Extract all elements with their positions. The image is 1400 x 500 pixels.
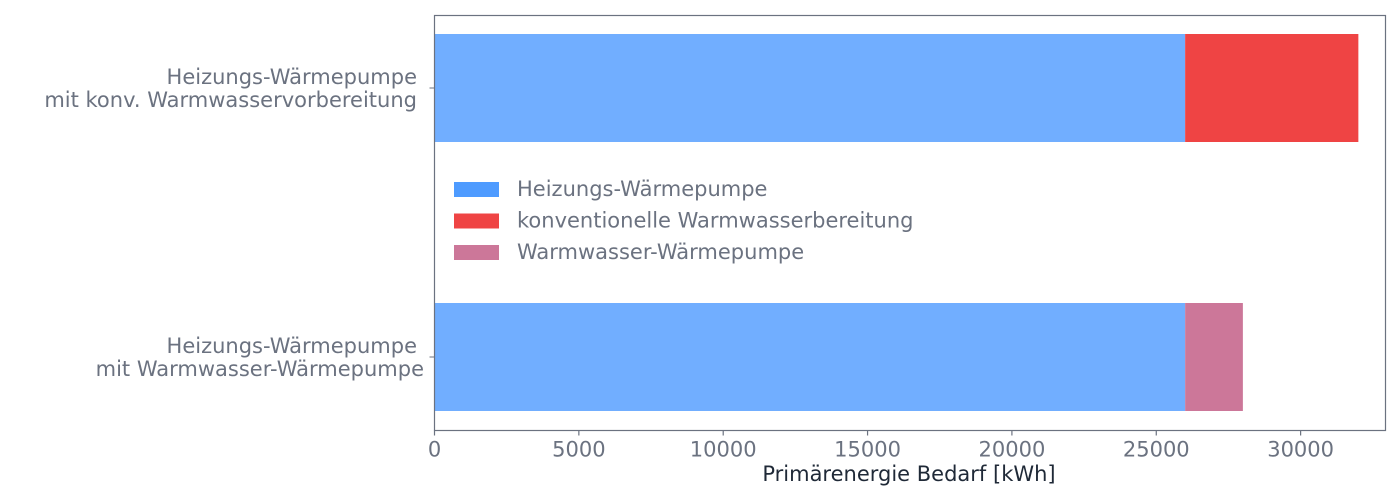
x-tick-label: 15000 [834, 438, 901, 462]
x-axis-label: Primärenergie Bedarf [kWh] [762, 462, 1055, 486]
x-axis-ticks: 0 5000 10000 15000 20000 25000 30000 [428, 430, 1334, 462]
plot-frame [433, 14, 1387, 432]
bar-3-cat-2 [1185, 303, 1243, 411]
x-tick-label: 20000 [979, 438, 1046, 462]
x-tick-label: 0 [428, 438, 441, 462]
x-tick-label: 10000 [690, 438, 757, 462]
legend-swatch [454, 182, 499, 197]
y-category-label: Heizungs-Wärmepumpe [167, 334, 417, 358]
y-category-label: mit Warmwasser-Wärmepumpe [96, 357, 424, 381]
bar-1-cat-1 [434, 34, 1186, 142]
y-category-label: Heizungs-Wärmepumpe [167, 65, 417, 89]
x-tick-label: 5000 [552, 438, 605, 462]
legend-label: konventionelle Warmwasserbereitung [517, 209, 914, 233]
legend-label: Heizungs-Wärmepumpe [517, 177, 767, 201]
legend-swatch [454, 213, 499, 229]
bars [434, 34, 1359, 411]
bar-1-cat-2 [434, 303, 1186, 411]
legend-swatch [454, 245, 499, 260]
legend: Heizungs-Wärmepumpe konventionelle Warmwa… [454, 177, 914, 264]
bar-2-cat-1 [1185, 34, 1359, 142]
x-tick-label: 25000 [1123, 438, 1190, 462]
x-tick-label: 30000 [1267, 438, 1334, 462]
y-category-label: mit konv. Warmwasservorbereitung [44, 88, 417, 112]
legend-label: Warmwasser-Wärmepumpe [517, 240, 804, 264]
